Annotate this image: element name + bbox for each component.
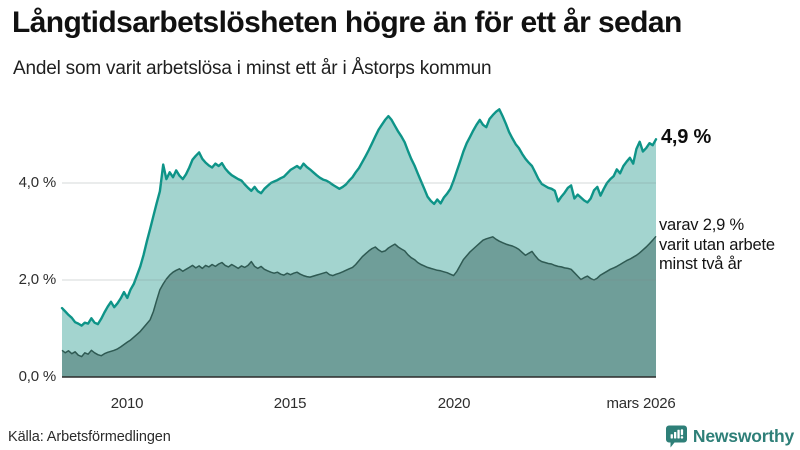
x-axis-tick-2015: 2015: [273, 395, 307, 412]
annotation-line-1: varav 2,9 %: [659, 216, 744, 234]
annotation-line-2: varit utan arbete: [659, 235, 775, 254]
chart-subtitle: Andel som varit arbetslösa i minst ett å…: [13, 58, 492, 79]
x-axis-tick-2010: 2010: [110, 395, 144, 412]
page-title: Långtidsarbetslösheten högre än för ett …: [12, 6, 682, 39]
y-axis-tick-4: 4,0 %: [18, 174, 57, 191]
newsworthy-logo-icon: [665, 425, 687, 447]
x-axis-tick-2020: 2020: [437, 395, 471, 412]
latest-value-label: 4,9 %: [661, 126, 712, 148]
x-axis-tick-mars-2026: mars 2026: [606, 395, 676, 412]
brand-wordmark: Newsworthy: [692, 425, 794, 446]
y-axis-tick-2: 2,0 %: [18, 271, 57, 288]
y-axis-tick-0: 0,0 %: [18, 368, 57, 385]
annotation-line-3: minst två år: [659, 255, 742, 273]
secondary-series-annotation: varav 2,9 % varit utan arbete minst två …: [659, 216, 775, 275]
source-credit: Källa: Arbetsförmedlingen: [8, 429, 171, 445]
newsworthy-brand: Newsworthy: [665, 424, 794, 448]
